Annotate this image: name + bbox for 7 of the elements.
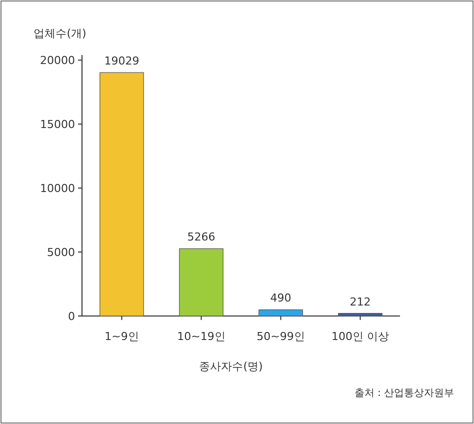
y-tick-label: 20000 (40, 54, 75, 68)
y-tick-label: 5000 (47, 246, 75, 260)
y-tick-label: 0 (68, 310, 75, 323)
ylabel: 업체수(개) (34, 27, 86, 40)
y-tick-label: 15000 (40, 118, 75, 132)
xlabel: 종사자수(명) (199, 360, 263, 373)
y-tick-label: 10000 (40, 182, 75, 196)
